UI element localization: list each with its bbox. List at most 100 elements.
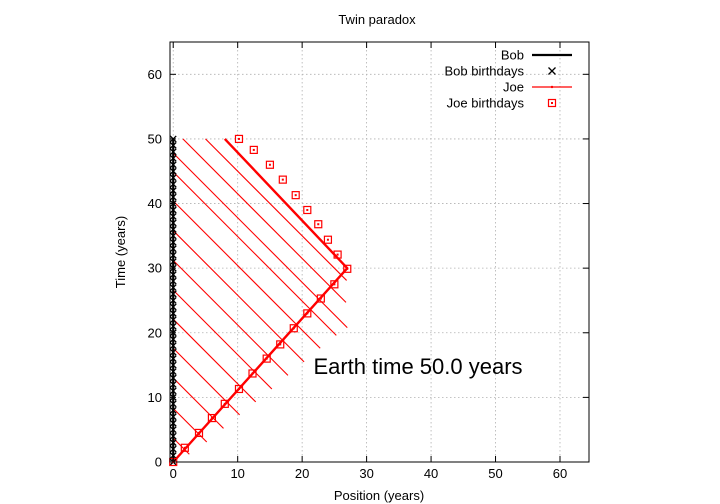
y-tick-label: 10 — [148, 390, 162, 405]
bob-birthday-marker — [169, 439, 177, 447]
joe-birthday-marker — [323, 235, 333, 244]
bob-birthday-marker — [169, 387, 177, 395]
bob-birthday-marker — [169, 141, 177, 149]
bob-birthday-marker — [169, 238, 177, 246]
y-tick-label: 40 — [148, 196, 162, 211]
bob-birthday-marker — [169, 232, 177, 240]
bob-birthday-marker — [169, 180, 177, 188]
joe-birthday-marker-dot — [268, 163, 271, 166]
joe-birthday-marker-dot — [294, 194, 297, 197]
bob-birthday-marker — [169, 213, 177, 220]
bob-birthday-marker — [169, 342, 177, 350]
signal-line — [172, 171, 337, 336]
joe-birthday-marker-dot — [319, 297, 322, 300]
x-tick-label: 40 — [424, 466, 438, 481]
legend-label: Joe birthdays — [447, 96, 525, 111]
joe-birthday-marker — [207, 413, 216, 423]
x-tick-label: 50 — [488, 466, 502, 481]
bob-birthday-marker — [169, 174, 177, 182]
joe-birthday-marker — [248, 369, 257, 378]
earth-time-annotation: Earth time 50.0 years — [313, 354, 522, 379]
bob-birthday-marker — [169, 284, 177, 291]
joe-birthday-marker — [194, 428, 204, 438]
joe-birthday-marker-dot — [292, 327, 295, 330]
joe-birthday-marker-dot — [336, 253, 339, 256]
joe-birthday-marker-dot — [346, 267, 349, 270]
joe-birthday-marker — [291, 191, 300, 200]
legend-label: Joe — [503, 80, 524, 95]
bob-birthday-marker — [169, 419, 177, 427]
x-axis-label: Position (years) — [334, 488, 424, 503]
bob-birthday-marker — [169, 271, 177, 279]
y-tick-label: 60 — [148, 67, 162, 82]
bob-birthday-marker — [169, 148, 177, 156]
joe-birthday-marker-dot — [237, 387, 240, 390]
bob-birthday-marker — [169, 361, 177, 369]
signal-line — [172, 200, 321, 349]
bob-birthday-marker — [169, 335, 177, 343]
bob-birthday-marker — [169, 206, 177, 214]
legend-square-dot — [551, 102, 553, 104]
bob-birthday-marker — [169, 303, 177, 311]
bob-birthday-marker — [169, 219, 177, 227]
bob-birthday-marker — [169, 290, 177, 298]
bob-birthday-marker — [169, 277, 177, 285]
bob-birthday-marker — [169, 445, 177, 453]
joe-birthday-marker — [330, 280, 339, 289]
x-tick-label: 30 — [359, 466, 373, 481]
joe-birthday-marker — [234, 134, 244, 144]
bob-birthday-marker — [169, 193, 177, 201]
joe-birthday-marker-dot — [333, 283, 336, 286]
bob-birthday-marker — [169, 355, 177, 363]
bob-birthday-marker — [169, 245, 177, 253]
bob-birthday-marker — [169, 426, 177, 434]
bob-birthday-marker — [169, 452, 177, 459]
signal-line — [172, 152, 348, 328]
joe-birthday-marker — [333, 250, 342, 259]
joe-birthday-marker — [262, 354, 271, 363]
joe-birthday-marker — [314, 220, 323, 229]
bob-birthday-marker — [169, 309, 177, 317]
legend-x-sample — [548, 67, 556, 75]
bob-birthday-marker — [169, 225, 177, 233]
joe-birthday-marker-dot — [326, 238, 329, 241]
joe-birthday-marker-dot — [306, 312, 309, 315]
bob-birthday-marker — [169, 368, 177, 375]
x-tick-label: 60 — [553, 466, 567, 481]
bob-birthday-marker — [169, 381, 177, 388]
joe-birthday-marker-dot — [183, 446, 186, 449]
y-axis-label: Time (years) — [113, 216, 128, 288]
bob-birthday-marker — [169, 251, 177, 259]
joe-birthday-marker — [180, 443, 189, 452]
x-axis-ticks: 0 10 20 30 40 50 60 — [170, 42, 567, 481]
legend-label: Bob birthdays — [445, 64, 525, 79]
joe-birthday-marker-dot — [210, 417, 213, 420]
bob-birthday-marker — [169, 322, 177, 330]
bob-birthday-marker — [169, 187, 177, 195]
y-tick-label: 20 — [148, 325, 162, 340]
bob-birthday-marker — [169, 406, 177, 414]
joe-birthday-marker-dot — [251, 372, 254, 375]
joe-birthday-marker-dot — [252, 148, 255, 151]
bob-birthday-marker — [169, 167, 177, 175]
joe-birthday-marker-dot — [223, 402, 226, 405]
joe-birthday-marker — [278, 175, 287, 184]
y-tick-label: 0 — [155, 455, 162, 470]
joe-birthday-marker-dot — [281, 178, 284, 181]
bob-birthday-marker — [169, 316, 177, 324]
bob-birthday-marker — [169, 258, 177, 266]
x-tick-label: 10 — [230, 466, 244, 481]
signal-line — [205, 138, 348, 281]
y-tick-label: 50 — [148, 131, 162, 146]
joe-birthday-marker — [265, 160, 275, 169]
signal-line — [182, 138, 347, 303]
x-tick-label: 20 — [295, 466, 309, 481]
plot-frame — [169, 41, 590, 463]
legend-square-sample — [547, 98, 557, 108]
joe-birthday-marker-dot — [198, 431, 201, 434]
bob-birthday-marker — [169, 432, 177, 440]
joe-birthday-marker-dot — [306, 209, 309, 211]
